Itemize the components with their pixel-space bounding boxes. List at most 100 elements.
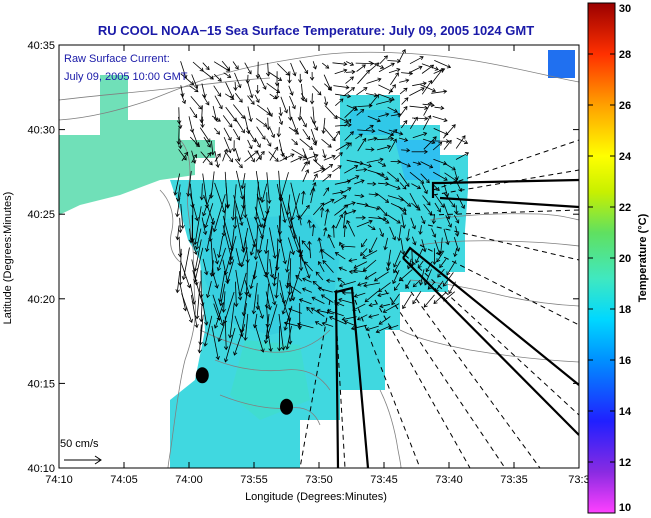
current-vector [365,325,379,332]
current-vector [193,247,204,284]
current-vector [253,225,259,261]
current-vector [446,260,457,276]
current-vector [190,95,202,110]
current-vector [444,172,458,182]
current-vector [393,282,400,291]
current-vector [340,243,356,249]
current-vector [376,98,393,105]
current-vector [338,281,356,288]
current-vector [223,136,232,154]
current-vector [173,173,181,196]
current-vector [314,321,323,327]
current-vector [420,161,434,169]
current-vector [427,281,436,290]
current-vector [234,158,243,169]
current-vector [233,81,238,91]
current-vector [254,137,261,148]
annotation-line-1: Raw Surface Current: [64,53,170,65]
current-vector [186,170,192,197]
current-vector [222,115,233,128]
current-vector [236,170,245,200]
current-vector [335,98,344,107]
current-vector [289,280,296,302]
y-axis: 40:10 40:15 40:20 40:25 40:30 40:35 [27,40,579,475]
current-vector [420,84,437,93]
current-vector [299,204,310,219]
current-vector [202,192,212,217]
current-vector [191,150,197,164]
current-vector [409,87,425,96]
current-vector [379,228,384,238]
current-vector [432,248,437,266]
current-vector [296,322,314,329]
current-vector [432,141,443,151]
current-vector [278,115,284,126]
current-vector [323,187,329,197]
current-vector [387,106,398,113]
current-vector [387,214,401,224]
current-vector [222,291,235,325]
current-vector [234,315,244,338]
current-vector [202,173,210,209]
current-vector [423,136,437,150]
current-vector [324,83,333,91]
current-vector [421,183,428,195]
current-vector [255,118,268,127]
current-vector [354,193,365,199]
x-tick-label: 74:00 [175,474,203,486]
sst-cell [350,110,400,135]
current-vector [376,192,390,203]
current-vector [258,73,267,90]
colorbar-tick-label: 30 [619,3,631,15]
current-vector [412,81,427,87]
current-vector [390,72,399,86]
current-vector [278,107,283,117]
current-vector [322,174,332,182]
current-vector [302,148,311,165]
current-vector [247,95,255,105]
scale-label: 50 cm/s [60,438,99,450]
current-vector [378,129,395,137]
current-vector [437,268,445,278]
current-vector [431,89,448,94]
current-vector [443,192,456,208]
current-vector [202,258,209,276]
current-vector [246,127,256,143]
current-vector [246,217,257,248]
current-vector [222,225,234,261]
current-vector [355,133,363,140]
current-vector [217,324,225,343]
current-vector [323,154,336,161]
colorbar-tick-label: 28 [619,49,631,61]
current-vector [356,202,369,207]
current-vector [257,214,268,254]
current-vector [222,148,228,162]
current-vector [434,194,445,208]
current-vector [178,138,183,150]
current-vector [202,62,210,71]
current-vector [175,270,181,294]
current-vector [334,122,352,128]
current-vector [324,208,330,226]
current-vector [234,281,239,308]
current-vector [266,324,273,352]
current-vector [434,60,452,69]
current-vector [194,228,202,250]
current-vector [211,115,221,122]
current-vector [265,291,272,311]
current-vector [367,136,378,141]
current-vector [383,237,388,251]
current-vector [191,237,198,256]
current-vector [268,151,279,162]
current-vector [389,226,397,241]
current-vector [361,238,368,248]
colorbar-tick-label: 22 [619,202,631,214]
current-vector [287,315,293,345]
current-vector [382,303,400,313]
current-vector [434,280,444,293]
current-vector [180,93,186,105]
current-vector [307,219,312,229]
current-vector [243,313,249,341]
current-vector [386,261,391,272]
current-vector [373,271,389,282]
